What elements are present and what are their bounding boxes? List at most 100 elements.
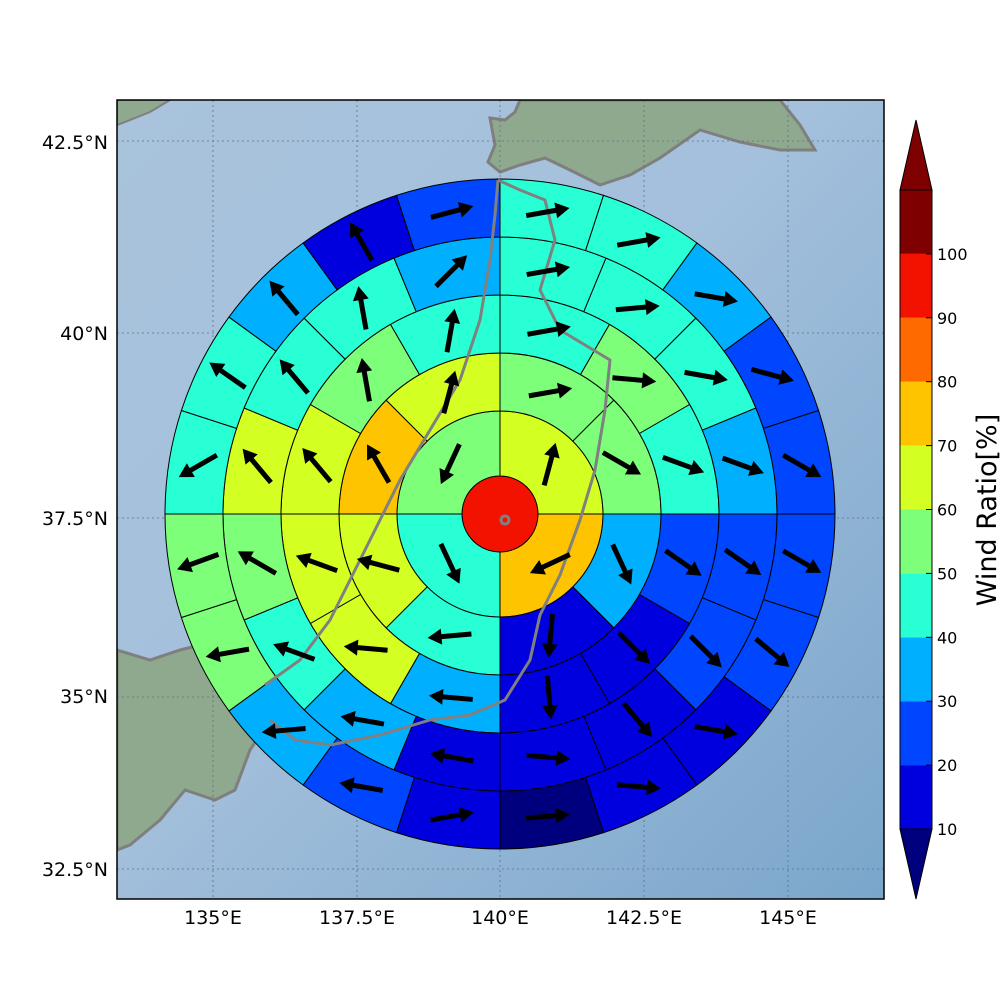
wind-arrow bbox=[356, 554, 400, 573]
wind-arrow bbox=[261, 723, 306, 740]
wind-arrow bbox=[438, 542, 461, 584]
colorbar-segment bbox=[900, 701, 932, 766]
wind-arrow bbox=[688, 634, 722, 668]
colorbar-tick-label: 60 bbox=[937, 501, 957, 520]
colorbar-segment bbox=[900, 509, 932, 574]
y-tick-label: 35°N bbox=[60, 686, 108, 708]
wind-arrow bbox=[340, 710, 385, 727]
wind-arrow bbox=[612, 372, 657, 389]
wind-arrow bbox=[661, 454, 705, 476]
wind-arrow bbox=[352, 286, 369, 330]
wind-arrow bbox=[694, 723, 739, 740]
wind-ratio-rings bbox=[164, 178, 836, 850]
colorbar-tick-label: 30 bbox=[937, 692, 957, 711]
wind-arrow bbox=[302, 447, 333, 484]
wind-arrow bbox=[444, 308, 461, 353]
coastline-overlay bbox=[264, 178, 612, 747]
wind-arrow bbox=[350, 222, 375, 262]
wind-arrow bbox=[343, 639, 388, 656]
colorbar-tick-label: 100 bbox=[937, 245, 968, 264]
wind-arrow bbox=[441, 370, 460, 414]
wind-arrow bbox=[781, 548, 822, 573]
wind-arrows bbox=[177, 201, 822, 824]
colorbar-tick-label: 80 bbox=[937, 373, 957, 392]
hokkaido-land bbox=[486, 100, 818, 187]
x-axis-ticks: 135°E 137.5°E 140°E 142.5°E 145°E bbox=[184, 907, 817, 929]
wind-arrow bbox=[295, 552, 339, 574]
colorbar-over-extension bbox=[899, 119, 933, 191]
wind-arrow bbox=[428, 688, 473, 705]
colorbar-tick-label: 70 bbox=[937, 437, 957, 456]
y-axis-ticks: 42.5°N 40°N 37.5°N 35°N 32.5°N bbox=[42, 132, 108, 881]
wind-arrow bbox=[616, 779, 661, 796]
wind-arrow bbox=[427, 628, 472, 645]
colorbar-segment bbox=[900, 637, 932, 702]
wind-arrow bbox=[615, 299, 660, 316]
x-tick-label: 145°E bbox=[759, 907, 817, 929]
wind-arrow bbox=[527, 321, 571, 337]
wind-arrow bbox=[621, 701, 652, 738]
colorbar-tick-label: 20 bbox=[937, 756, 957, 775]
colorbar-tick-label: 50 bbox=[937, 564, 957, 583]
colorbar-segment bbox=[900, 445, 932, 510]
wind-arrow bbox=[781, 452, 822, 478]
wind-arrow bbox=[541, 675, 558, 720]
map-frame bbox=[116, 99, 885, 900]
wind-arrow bbox=[356, 357, 373, 402]
wind-arrow bbox=[237, 551, 278, 576]
y-tick-label: 40°N bbox=[60, 323, 108, 345]
colorbar-under-extension bbox=[899, 828, 933, 900]
wind-arrow bbox=[529, 552, 571, 575]
wind-arrow bbox=[723, 547, 762, 576]
colorbar-segment bbox=[900, 190, 932, 254]
colorbar-segment bbox=[900, 573, 932, 638]
colorbar-segment bbox=[900, 765, 932, 829]
wind-arrow bbox=[721, 455, 764, 476]
y-tick-label: 37.5°N bbox=[42, 508, 108, 530]
x-tick-label: 137.5°E bbox=[319, 907, 395, 929]
y-tick-label: 42.5°N bbox=[42, 132, 108, 154]
wind-arrow bbox=[617, 631, 650, 664]
wind-arrow bbox=[434, 255, 468, 289]
colorbar-tick-label: 90 bbox=[937, 309, 957, 328]
wind-arrow bbox=[430, 806, 474, 823]
wind-arrow bbox=[242, 448, 273, 485]
wind-arrow bbox=[684, 369, 728, 386]
wind-arrow bbox=[616, 232, 661, 248]
wind-arrow bbox=[525, 807, 570, 824]
wind-arrow bbox=[525, 202, 570, 219]
wind-arrow bbox=[279, 359, 310, 395]
colorbar-segment bbox=[900, 381, 932, 446]
colorbar: 10 20 30 40 50 60 70 80 90 100 Wind Ratio[%] bbox=[899, 119, 1000, 900]
colorbar-tick-label: 40 bbox=[937, 628, 957, 647]
x-tick-label: 135°E bbox=[184, 907, 242, 929]
wind-arrow bbox=[209, 362, 247, 390]
y-tick-label: 32.5°N bbox=[42, 859, 108, 881]
wind-arrow bbox=[273, 641, 316, 662]
wind-arrow bbox=[430, 201, 474, 220]
wind-arrow bbox=[541, 442, 560, 487]
korea-land bbox=[117, 100, 172, 127]
wind-arrow bbox=[601, 450, 642, 475]
x-tick-label: 142.5°E bbox=[606, 907, 682, 929]
wind-arrow bbox=[269, 280, 300, 317]
wind-arrow bbox=[610, 543, 633, 585]
wind-arrow bbox=[754, 636, 790, 668]
wind-arrow bbox=[429, 747, 474, 764]
colorbar-tick-label: 10 bbox=[937, 820, 957, 839]
wind-arrow bbox=[339, 777, 384, 794]
wind-arrow bbox=[694, 291, 739, 307]
wind-arrow bbox=[541, 613, 558, 658]
wind-arrow bbox=[177, 551, 220, 573]
wind-arrow bbox=[750, 366, 794, 385]
wind-arrow bbox=[205, 646, 250, 663]
wind-arrow bbox=[367, 444, 392, 484]
wind-arrow bbox=[526, 749, 571, 766]
wind-arrow bbox=[526, 261, 571, 278]
colorbar-segment bbox=[900, 317, 932, 382]
wind-arrow bbox=[178, 452, 219, 478]
colorbar-title: Wind Ratio[%] bbox=[972, 414, 1000, 606]
colorbar-segment bbox=[900, 253, 932, 318]
wind-arrow bbox=[528, 382, 573, 399]
